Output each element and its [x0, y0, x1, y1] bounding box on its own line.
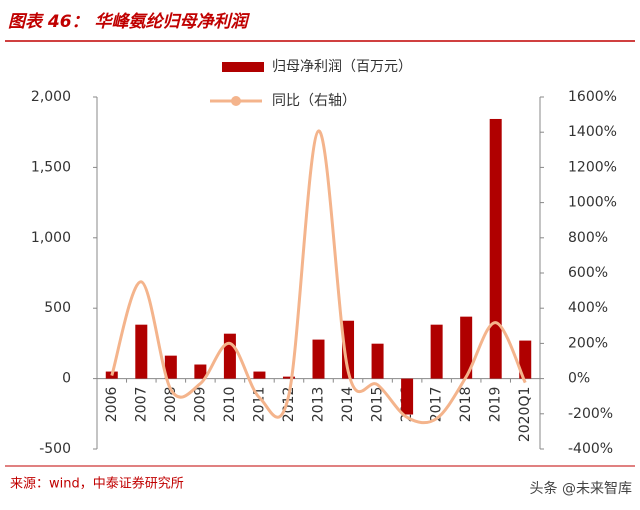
- bar: [194, 364, 207, 379]
- y2-tick-label: 1600%: [568, 89, 617, 105]
- bar: [519, 340, 532, 379]
- x-tick-label: 2018: [458, 387, 474, 423]
- x-tick-label: 2015: [370, 387, 386, 423]
- legend-marker: [231, 96, 241, 106]
- y2-tick-label: 600%: [568, 265, 608, 281]
- x-tick-label: 2010: [222, 387, 238, 423]
- x-tick-label: 2011: [251, 387, 267, 423]
- bar: [460, 316, 473, 379]
- x-tick-label: 2006: [104, 387, 120, 423]
- y-tick-label: 500: [44, 300, 71, 316]
- bar: [135, 324, 148, 379]
- y-tick-label: 1,500: [31, 159, 71, 175]
- x-tick-label: 2013: [311, 387, 327, 423]
- y2-tick-label: 1000%: [568, 195, 617, 211]
- y-tick-label: 2,000: [31, 89, 71, 105]
- legend-swatch: [222, 62, 264, 72]
- chart-title: 图表 46： 华峰氨纶归母净利润: [8, 12, 250, 32]
- bar: [342, 320, 355, 379]
- source: 来源：wind，中泰证券研究所: [10, 476, 184, 492]
- legend-label: 同比（右轴）: [272, 93, 356, 109]
- bar: [312, 339, 325, 379]
- x-tick-label: 2020Q1: [517, 387, 533, 443]
- y-tick-label: 0: [62, 371, 71, 387]
- watermark: 头条 @未来智库: [530, 480, 632, 497]
- bar: [282, 376, 295, 379]
- x-tick-label: 2019: [488, 387, 504, 423]
- y2-tick-label: 0%: [568, 371, 590, 387]
- line: [110, 129, 527, 425]
- bar: [253, 371, 266, 379]
- x-tick-label: 2007: [133, 387, 149, 423]
- bar: [371, 343, 384, 379]
- y2-tick-label: -200%: [568, 406, 613, 422]
- y2-tick-label: 800%: [568, 230, 608, 246]
- y2-tick-label: 1200%: [568, 159, 617, 175]
- x-tick-label: 2012: [281, 387, 297, 423]
- bar: [401, 378, 414, 415]
- y-tick-label: -500: [39, 441, 71, 457]
- y2-tick-label: -400%: [568, 441, 613, 457]
- x-tick-label: 2009: [192, 387, 208, 423]
- legend-label: 归母净利润（百万元）: [272, 58, 412, 75]
- y-tick-label: 1,000: [31, 230, 71, 246]
- x-tick-label: 2014: [340, 387, 356, 423]
- bar: [489, 118, 502, 379]
- y2-tick-label: 200%: [568, 335, 608, 351]
- y2-tick-label: 400%: [568, 300, 608, 316]
- bar: [223, 333, 236, 379]
- y2-tick-label: 1400%: [568, 124, 617, 140]
- bar: [430, 324, 443, 379]
- bar: [164, 355, 177, 379]
